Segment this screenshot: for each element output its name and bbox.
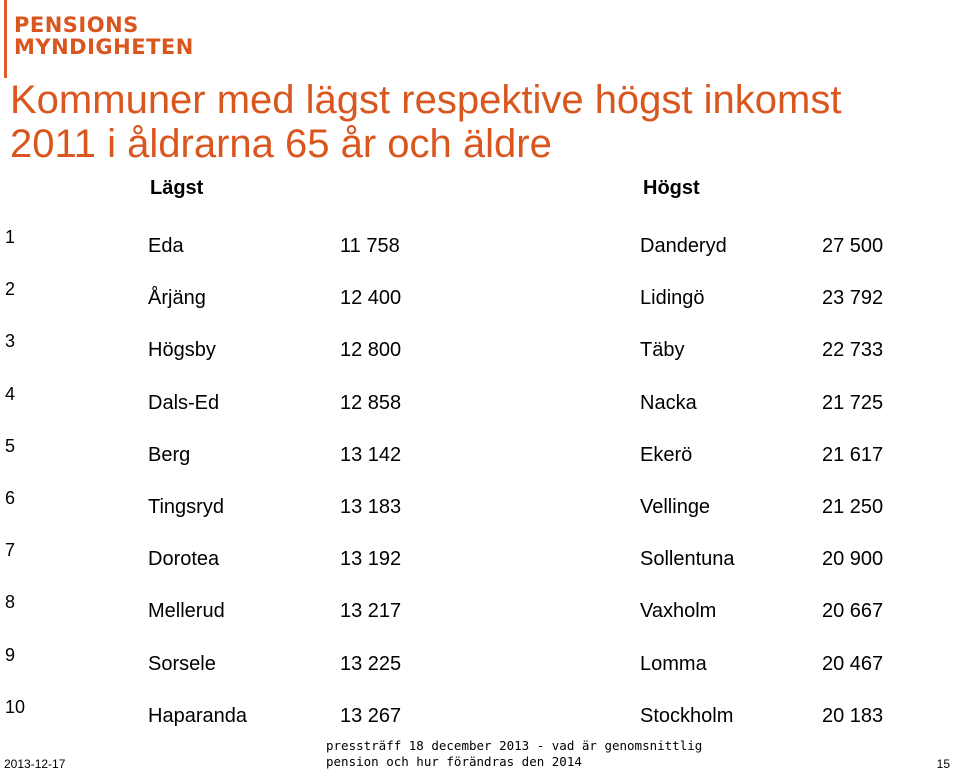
table-row: 5 Berg 13 142 Ekerö 21 617 <box>0 436 960 496</box>
rank-number: 10 <box>5 696 26 717</box>
rank-number: 7 <box>5 540 16 561</box>
highest-income: 20 467 <box>822 652 884 675</box>
header-lowest: Lägst <box>150 177 204 199</box>
table-row: 2 Årjäng 12 400 Lidingö 23 792 <box>0 279 960 339</box>
footer-note: pressträff 18 december 2013 - vad är gen… <box>326 738 702 770</box>
rank-number: 4 <box>5 383 16 404</box>
table-row: 8 Mellerud 13 217 Vaxholm 20 667 <box>0 592 960 652</box>
highest-income: 20 667 <box>822 600 884 623</box>
lowest-municipality: Dorotea <box>148 548 220 571</box>
rank-number: 9 <box>5 644 16 665</box>
lowest-income: 13 225 <box>340 652 402 675</box>
highest-municipality: Vaxholm <box>640 600 717 623</box>
rank-number: 2 <box>5 279 16 300</box>
rank-number: 5 <box>5 435 16 456</box>
table-row: 3 Högsby 12 800 Täby 22 733 <box>0 331 960 391</box>
lowest-municipality: Haparanda <box>148 704 247 727</box>
highest-municipality: Danderyd <box>640 235 727 257</box>
highest-municipality: Ekerö <box>640 443 693 466</box>
highest-income: 21 725 <box>822 391 884 414</box>
highest-income: 22 733 <box>822 339 884 362</box>
highest-municipality: Täby <box>640 339 685 362</box>
lowest-income: 12 400 <box>340 287 402 310</box>
lowest-municipality: Dals-Ed <box>148 391 220 414</box>
lowest-municipality: Berg <box>148 443 191 466</box>
highest-municipality: Vellinge <box>640 496 711 518</box>
rank-number: 6 <box>5 488 16 508</box>
highest-income: 23 792 <box>822 287 884 310</box>
highest-income: 21 250 <box>822 496 884 518</box>
highest-income: 20 900 <box>822 548 884 571</box>
lowest-municipality: Eda <box>148 235 184 257</box>
logo-accent-bar <box>4 0 7 78</box>
highest-income: 21 617 <box>822 443 884 466</box>
logo: PENSIONS MYNDIGHETEN <box>14 14 194 58</box>
rank-number: 1 <box>5 227 16 247</box>
lowest-income: 13 267 <box>340 704 402 727</box>
table-row: 7 Dorotea 13 192 Sollentuna 20 900 <box>0 540 960 600</box>
highest-income: 27 500 <box>822 235 884 257</box>
footer-date: 2013-12-17 <box>4 757 66 771</box>
lowest-income: 13 192 <box>340 548 402 571</box>
logo-line-1: PENSIONS <box>14 13 139 37</box>
table-row: 6 Tingsryd 13 183 Vellinge 21 250 <box>0 488 960 548</box>
lowest-income: 12 858 <box>340 391 402 414</box>
footer-note-line-2: pension och hur förändras den 2014 <box>326 754 582 769</box>
highest-municipality: Sollentuna <box>640 548 735 571</box>
lowest-income: 13 217 <box>340 600 402 623</box>
lowest-municipality: Årjäng <box>148 287 206 310</box>
lowest-income: 11 758 <box>340 235 400 257</box>
lowest-income: 13 142 <box>340 443 402 466</box>
table-row: 9 Sorsele 13 225 Lomma 20 467 <box>0 645 960 705</box>
logo-line-2: MYNDIGHETEN <box>14 35 194 59</box>
highest-income: 20 183 <box>822 704 884 727</box>
lowest-municipality: Högsby <box>148 339 216 362</box>
header-highest: Högst <box>643 177 700 199</box>
lowest-municipality: Sorsele <box>148 652 216 675</box>
title-line-2: 2011 i åldrarna 65 år och äldre <box>10 122 552 166</box>
highest-municipality: Lidingö <box>640 287 705 310</box>
page-number: 15 <box>936 757 950 771</box>
rank-number: 3 <box>5 331 16 352</box>
highest-municipality: Stockholm <box>640 704 734 727</box>
title-line-1: Kommuner med lägst respektive högst inko… <box>10 78 842 122</box>
table-row: 1 Eda 11 758 Danderyd 27 500 <box>0 227 960 287</box>
footer-note-line-1: pressträff 18 december 2013 - vad är gen… <box>326 738 703 753</box>
lowest-income: 13 183 <box>340 496 402 518</box>
page-title: Kommuner med lägst respektive högst inko… <box>10 78 950 166</box>
lowest-income: 12 800 <box>340 339 402 362</box>
lowest-municipality: Tingsryd <box>148 496 224 518</box>
lowest-municipality: Mellerud <box>148 600 225 623</box>
rank-number: 8 <box>5 592 16 613</box>
highest-municipality: Lomma <box>640 652 707 675</box>
table-row: 10 Haparanda 13 267 Stockholm 20 183 <box>0 697 960 757</box>
highest-municipality: Nacka <box>640 391 697 414</box>
table-row: 4 Dals-Ed 12 858 Nacka 21 725 <box>0 384 960 444</box>
